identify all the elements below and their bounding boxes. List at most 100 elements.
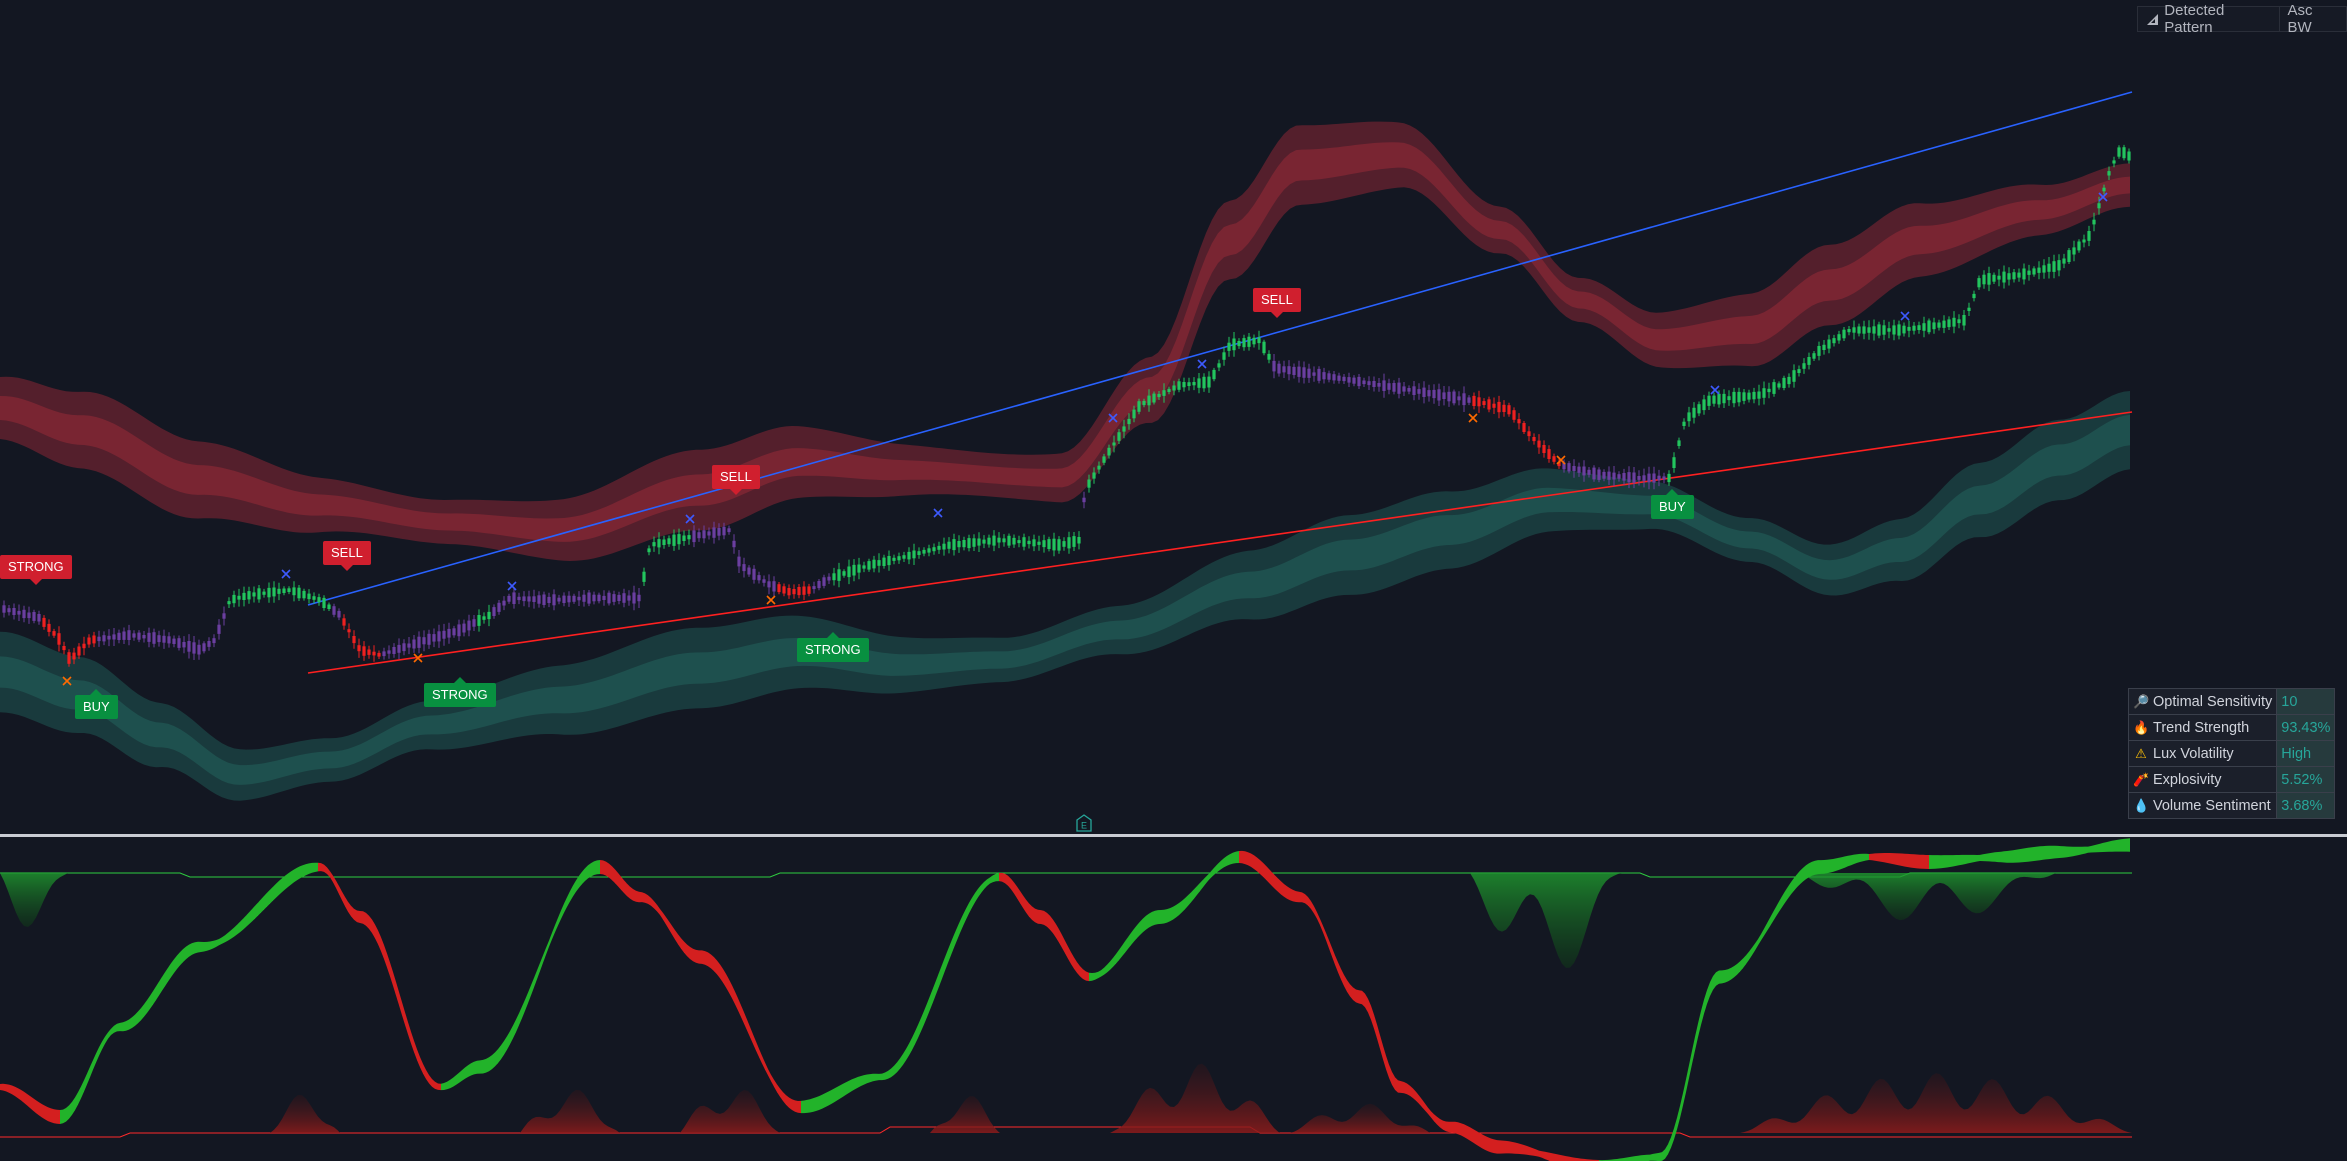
ribbon-segment	[1317, 912, 1320, 926]
ribbon-segment	[555, 917, 558, 933]
oscillator-pane[interactable]	[0, 837, 2347, 1161]
candle-body	[1002, 538, 1006, 543]
ribbon-segment	[606, 861, 609, 878]
candle-body	[1072, 536, 1076, 547]
ribbon-segment	[987, 877, 990, 886]
ribbon-segment	[618, 872, 621, 890]
ribbon-segment	[402, 1002, 405, 1025]
candle-body	[922, 549, 926, 554]
ribbon-segment	[96, 1047, 99, 1063]
ribbon-segment	[549, 932, 552, 947]
ribbon-segment	[924, 1003, 927, 1025]
ribbon-segment	[87, 1066, 90, 1085]
detected-pattern-button[interactable]: Detected Pattern	[2138, 2, 2279, 36]
ribbon-segment	[1758, 934, 1761, 946]
ribbon-segment	[1125, 937, 1128, 953]
candle-body	[1992, 274, 1996, 282]
pane-divider[interactable]	[0, 834, 2347, 837]
ribbon-segment	[129, 1017, 132, 1030]
candle-body	[622, 593, 626, 603]
ribbon-segment	[792, 1099, 795, 1112]
ribbon-segment	[690, 946, 693, 962]
ribbon-segment	[81, 1080, 84, 1099]
sell-signal[interactable]: SELL	[1253, 288, 1301, 318]
ribbon-segment	[1770, 912, 1773, 927]
candle-body	[1872, 326, 1876, 334]
ribbon-segment	[312, 862, 315, 873]
ribbon-segment	[1551, 1153, 1554, 1161]
ribbon-segment	[78, 1086, 81, 1105]
ribbon-segment	[294, 867, 297, 883]
ribbon-segment	[786, 1095, 789, 1108]
ribbon-segment	[1986, 853, 1989, 862]
ribbon-segment	[1149, 911, 1152, 928]
oscillator-canvas[interactable]	[0, 837, 2347, 1161]
candle-body	[722, 526, 726, 536]
candle-body	[1457, 396, 1461, 401]
ribbon-segment	[909, 1037, 912, 1056]
ribbon-segment	[1338, 962, 1341, 980]
ribbon-segment	[2031, 847, 2034, 862]
candle-body	[1552, 456, 1556, 462]
candle-body	[212, 638, 216, 644]
price-chart[interactable]	[0, 0, 2347, 834]
ribbon-segment	[1923, 854, 1926, 869]
ribbon-segment	[1527, 1146, 1530, 1156]
ribbon-segment	[2016, 849, 2019, 863]
ribbon-segment	[309, 862, 312, 874]
ribbon-segment	[963, 908, 966, 927]
sell-signal[interactable]: SELL	[712, 465, 760, 495]
detected-pattern-toolbar[interactable]: Detected Pattern Asc BW	[2137, 2, 2347, 36]
ribbon-segment	[405, 1012, 408, 1035]
candle-body	[1547, 449, 1551, 459]
candle-body	[517, 596, 521, 601]
buy-signal[interactable]: BUY	[75, 689, 118, 719]
candle-body	[1957, 319, 1961, 324]
candle-body	[1047, 539, 1051, 549]
ribbon-segment	[1911, 854, 1914, 868]
ribbon-segment	[552, 925, 555, 940]
earnings-marker-icon[interactable]: E	[1075, 814, 1093, 832]
candle-body	[377, 652, 381, 657]
candle-body	[942, 543, 946, 550]
candle-body	[1297, 366, 1301, 377]
candle-body	[437, 631, 441, 642]
strong-buy-signal[interactable]: STRONG	[797, 632, 869, 662]
ribbon-segment	[471, 1061, 474, 1076]
candle-body	[1502, 404, 1506, 412]
candle-body	[1337, 375, 1341, 381]
sell-signal[interactable]: SELL	[323, 541, 371, 571]
candle-body	[2002, 271, 2006, 283]
buy-signal[interactable]: BUY	[1651, 489, 1694, 519]
candle-body	[902, 555, 906, 559]
ribbon-segment	[816, 1096, 819, 1111]
ribbon-segment	[798, 1100, 801, 1114]
ribbon-segment	[1461, 1123, 1464, 1137]
candle-body	[767, 581, 771, 588]
strong-sell-signal[interactable]: STRONG	[0, 555, 72, 585]
candle-body	[1802, 363, 1806, 369]
candle-body	[387, 650, 391, 654]
price-chart-canvas[interactable]	[0, 0, 2347, 834]
strong-buy-signal[interactable]: STRONG	[424, 677, 496, 707]
candle-body	[1007, 535, 1011, 546]
ribbon-segment	[795, 1100, 798, 1113]
ribbon-segment	[114, 1023, 117, 1033]
ribbon-segment	[1800, 867, 1803, 885]
ribbon-segment	[1320, 918, 1323, 933]
ribbon-segment	[90, 1060, 93, 1078]
ribbon-segment	[699, 950, 702, 964]
candle-body	[1347, 377, 1351, 383]
oscillator-lower-bound	[0, 1126, 2132, 1138]
candle-body	[1122, 426, 1126, 432]
candle-body	[357, 645, 361, 652]
ribbon-segment	[384, 945, 387, 968]
ribbon-segment	[327, 867, 330, 878]
candle-body	[1997, 275, 2001, 280]
ribbon-segment	[282, 875, 285, 893]
pattern-value-button[interactable]: Asc BW	[2278, 2, 2346, 36]
bull-volume-fill	[1470, 873, 1665, 968]
ribbon-segment	[102, 1036, 105, 1050]
ribbon-segment	[1749, 947, 1752, 960]
ribbon-segment	[2007, 850, 2010, 863]
